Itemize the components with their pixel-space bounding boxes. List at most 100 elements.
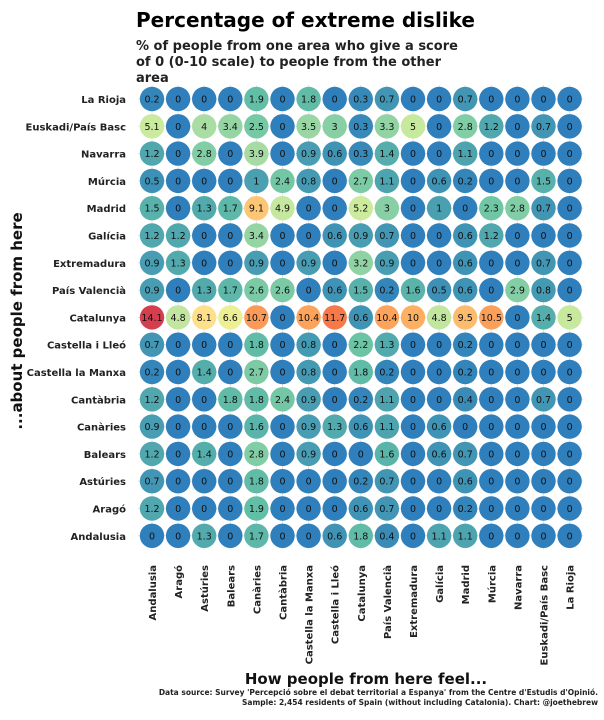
heatmap-cell xyxy=(348,277,373,303)
heatmap-cell xyxy=(479,387,504,412)
cell-value-label: 2.8 xyxy=(197,149,212,160)
heatmap-cell xyxy=(244,223,269,248)
heatmap-cell xyxy=(531,114,556,139)
heatmap-cell xyxy=(165,114,191,139)
heatmap-cell xyxy=(479,332,504,357)
cell-value-label: 10.4 xyxy=(298,313,319,324)
cell-value-label: 0 xyxy=(540,477,546,488)
heatmap-cell xyxy=(426,332,452,357)
heatmap-cells: 0.2 0 0 0 1.9 0 1.8 0 0.3 0.7 0 0 0.7 0 0 0 0 5.1 0 4 3.4 2.5… xyxy=(139,86,582,548)
heatmap-cell xyxy=(531,496,556,521)
y-tick-label: Catalunya xyxy=(69,313,126,324)
heatmap-cell xyxy=(453,523,478,548)
cell-value-label: 2.7 xyxy=(249,368,264,379)
cell-value-label: 0.9 xyxy=(301,422,316,433)
cell-value-label: 1.4 xyxy=(197,368,212,379)
heatmap-cell xyxy=(531,441,556,467)
heatmap-cell xyxy=(192,387,217,412)
heatmap-cell xyxy=(296,114,321,139)
heatmap-cell xyxy=(557,141,582,166)
cell-value-label: 0.8 xyxy=(536,286,551,297)
cell-value-label: 0 xyxy=(488,286,494,297)
heatmap-cell xyxy=(165,359,191,385)
heatmap-cell xyxy=(322,250,347,275)
heatmap-cell xyxy=(348,332,373,357)
cell-value-label: 0.7 xyxy=(144,340,159,351)
cell-value-label: 0 xyxy=(410,395,416,406)
heatmap-cell xyxy=(400,141,426,166)
cell-value-label: 0.4 xyxy=(458,395,473,406)
x-tick-label: Galícia xyxy=(434,565,446,603)
cell-value-label: 3.2 xyxy=(353,258,368,269)
heatmap-cell xyxy=(218,86,243,112)
cell-value-label: 0.7 xyxy=(536,395,551,406)
cell-value-label: 10.7 xyxy=(246,313,267,324)
heatmap-cell xyxy=(505,141,530,166)
heatmap-cell xyxy=(557,114,582,139)
heatmap-cell xyxy=(505,223,530,248)
heatmap-cell xyxy=(400,305,426,330)
heatmap-cell xyxy=(192,86,217,112)
heatmap-cell xyxy=(139,86,165,112)
heatmap-cell xyxy=(139,441,165,467)
cell-value-label: 0 xyxy=(175,122,181,133)
cell-value-label: 0.7 xyxy=(536,258,551,269)
heatmap-cell xyxy=(505,414,530,439)
cell-value-label: 0 xyxy=(567,258,573,269)
heatmap-cell xyxy=(296,168,321,194)
cell-value-label: 0.9 xyxy=(144,422,159,433)
cell-value-label: 0.7 xyxy=(536,204,551,215)
cell-value-label: 0 xyxy=(227,531,233,542)
heatmap-cell xyxy=(165,305,191,330)
heatmap-cell xyxy=(244,141,269,166)
heatmap-cell xyxy=(426,359,452,385)
heatmap-cell xyxy=(348,305,373,330)
heatmap-cell xyxy=(374,223,400,248)
cell-value-label: 1.9 xyxy=(249,95,264,106)
heatmap-cell xyxy=(400,414,426,439)
cell-value-label: 0 xyxy=(227,477,233,488)
cell-value-label: 0.2 xyxy=(144,368,159,379)
cell-value-label: 1.4 xyxy=(379,149,394,160)
heatmap-cell xyxy=(453,359,478,385)
heatmap-cell xyxy=(296,196,321,221)
heatmap-cell xyxy=(322,277,347,303)
heatmap-cell xyxy=(139,168,165,194)
heatmap-cell xyxy=(453,387,478,412)
cell-value-label: 0 xyxy=(227,258,233,269)
cell-value-label: 0 xyxy=(488,95,494,106)
heatmap-cell xyxy=(348,387,373,412)
heatmap-cell xyxy=(374,196,400,221)
cell-value-label: 0.3 xyxy=(353,149,368,160)
cell-value-label: 3.5 xyxy=(301,122,316,133)
heatmap-cell xyxy=(453,441,478,467)
heatmap-cell xyxy=(348,523,373,548)
heatmap-cell xyxy=(322,359,347,385)
cell-value-label: 0 xyxy=(332,204,338,215)
cell-value-label: 0.9 xyxy=(144,286,159,297)
heatmap-cell xyxy=(192,114,217,139)
heatmap-cell xyxy=(218,387,243,412)
y-tick-label: Euskadi/País Basc xyxy=(26,121,127,133)
cell-value-label: 1.2 xyxy=(144,231,159,242)
y-tick-label: Cantàbria xyxy=(71,394,126,406)
heatmap-cell xyxy=(139,414,165,439)
y-tick-label: Madrid xyxy=(87,204,126,215)
heatmap-cell xyxy=(165,86,191,112)
heatmap-cell xyxy=(374,332,400,357)
y-tick-label: Navarra xyxy=(81,150,126,161)
cell-value-label: 0 xyxy=(410,531,416,542)
heatmap-cell xyxy=(453,332,478,357)
cell-value-label: 0 xyxy=(462,204,468,215)
cell-value-label: 0 xyxy=(306,477,312,488)
heatmap-cell xyxy=(348,359,373,385)
cell-value-label: 0 xyxy=(279,449,285,460)
cell-value-label: 0 xyxy=(488,149,494,160)
cell-value-label: 0.6 xyxy=(432,422,447,433)
heatmap-cell xyxy=(400,196,426,221)
cell-value-label: 0 xyxy=(514,422,520,433)
x-tick-label: Castella i Lleó xyxy=(330,565,342,644)
cell-value-label: 0 xyxy=(279,368,285,379)
cell-value-label: 0 xyxy=(567,422,573,433)
heatmap-cell xyxy=(348,414,373,439)
